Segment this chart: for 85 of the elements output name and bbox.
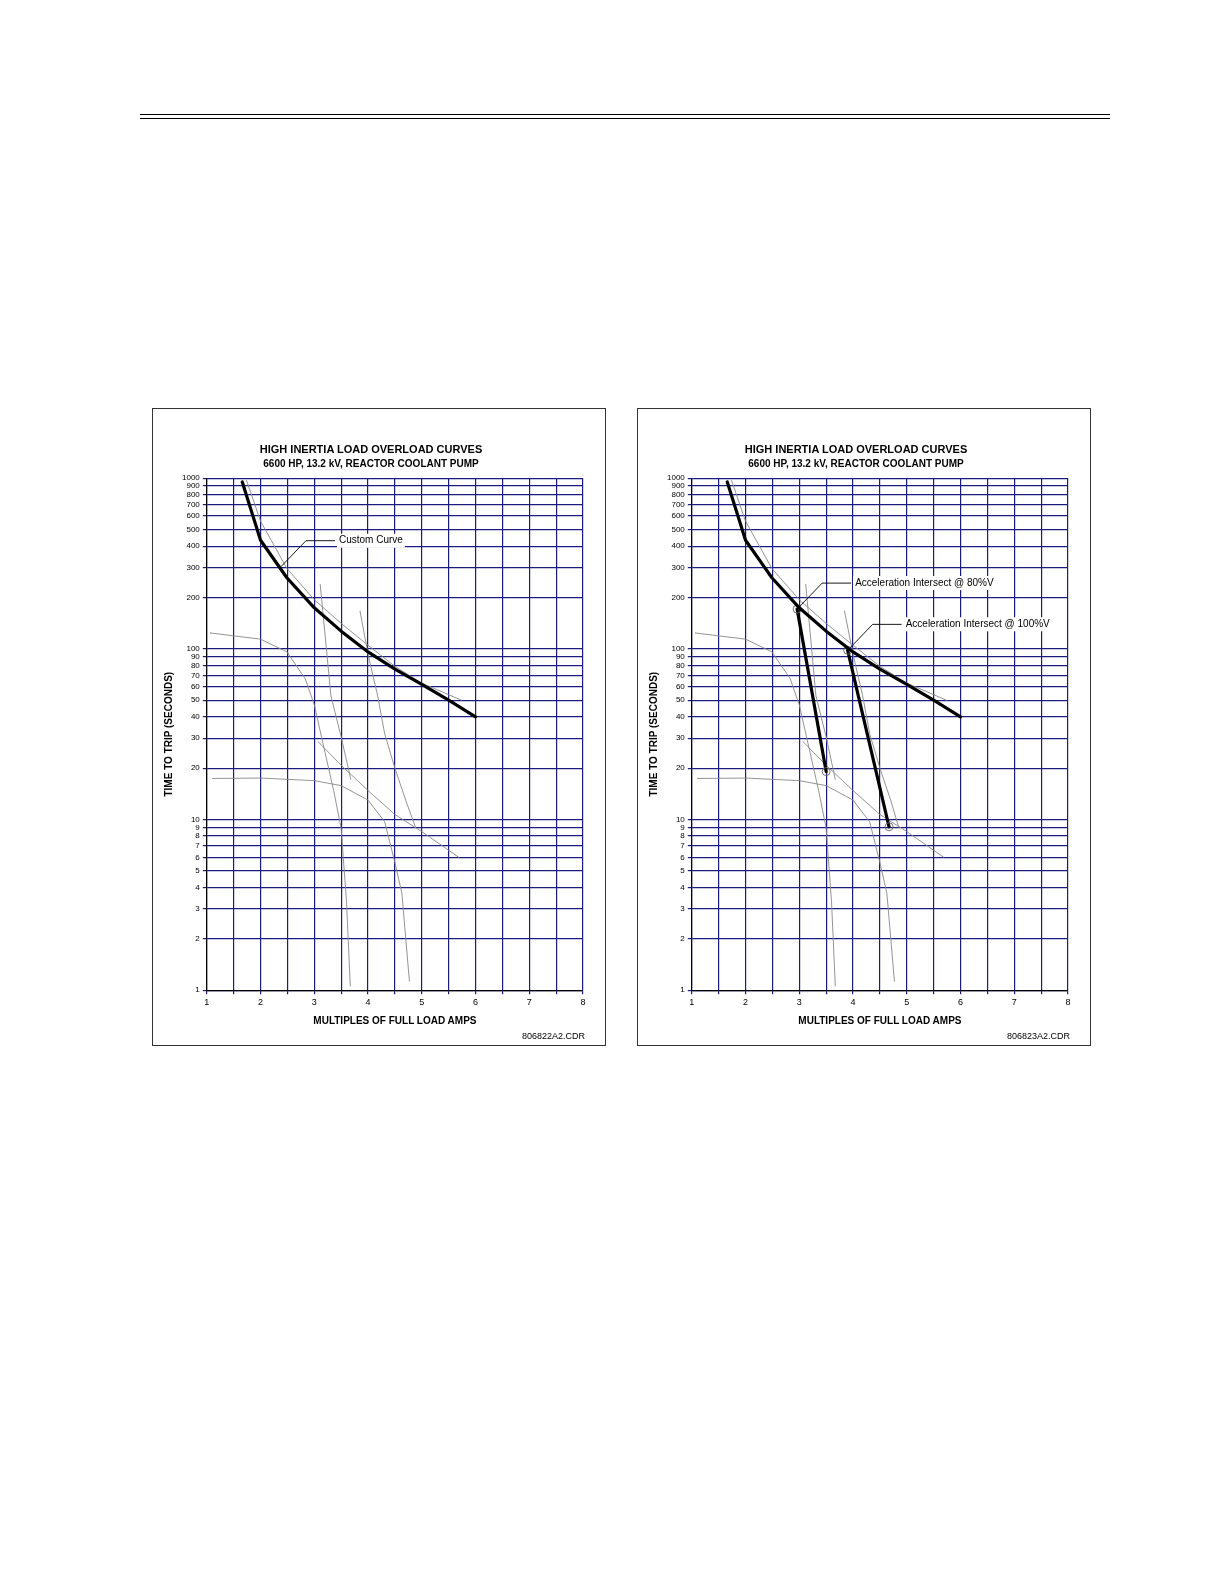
y-tick-label: 900 bbox=[186, 481, 201, 491]
x-tick-label: 3 bbox=[311, 997, 317, 1008]
y-tick-label: 30 bbox=[675, 733, 686, 743]
x-tick-label: 4 bbox=[850, 997, 856, 1008]
annotation: Acceleration Intersect @ 80%V bbox=[855, 576, 995, 588]
y-tick-label: 60 bbox=[190, 681, 201, 691]
y-tick-label: 50 bbox=[675, 695, 686, 705]
y-tick-label: 90 bbox=[675, 651, 686, 661]
y-tick-label: 30 bbox=[190, 733, 201, 743]
y-tick-label: 7 bbox=[680, 841, 686, 851]
x-tick-label: 2 bbox=[258, 997, 264, 1008]
x-tick-label: 6 bbox=[473, 997, 479, 1008]
x-tick-label: 8 bbox=[580, 997, 586, 1008]
y-tick-label: 1000 bbox=[667, 473, 686, 483]
y-tick-label: 400 bbox=[671, 541, 686, 551]
y-tick-label: 5 bbox=[680, 866, 686, 876]
y-tick-label: 20 bbox=[190, 763, 201, 773]
y-tick-label: 70 bbox=[675, 670, 686, 680]
y-tick-label: 40 bbox=[190, 711, 201, 721]
x-axis-title: MULTIPLES OF FULL LOAD AMPS bbox=[313, 1014, 477, 1026]
x-tick-label: 3 bbox=[796, 997, 802, 1008]
chart-title: HIGH INERTIA LOAD OVERLOAD CURVES bbox=[259, 442, 483, 455]
y-tick-label: 100 bbox=[671, 644, 686, 654]
x-tick-label: 5 bbox=[419, 997, 425, 1008]
y-tick-label: 200 bbox=[186, 592, 201, 602]
text: 806822A2.CDR bbox=[521, 1030, 586, 1041]
x-tick-label: 1 bbox=[204, 997, 210, 1008]
annotation: Acceleration Intersect @ 100%V bbox=[905, 618, 1051, 630]
y-tick-label: 1000 bbox=[182, 473, 201, 483]
y-tick-label: 8 bbox=[680, 831, 686, 841]
y-tick-label: 9 bbox=[195, 822, 201, 832]
y-tick-label: 600 bbox=[186, 511, 201, 521]
y-tick-label: 100 bbox=[186, 644, 201, 654]
y-tick-label: 10 bbox=[190, 814, 201, 824]
y-tick-label: 20 bbox=[675, 763, 686, 773]
y-tick-label: 9 bbox=[680, 822, 686, 832]
y-tick-label: 10 bbox=[675, 814, 686, 824]
x-tick-label: 7 bbox=[526, 997, 532, 1008]
y-tick-label: 6 bbox=[195, 852, 201, 862]
y-tick-label: 1 bbox=[680, 985, 686, 995]
y-tick-label: 6 bbox=[680, 852, 686, 862]
y-tick-label: 3 bbox=[680, 903, 686, 913]
y-tick-label: 4 bbox=[195, 882, 201, 892]
text: 806823A2.CDR bbox=[1006, 1030, 1071, 1041]
y-tick-label: 3 bbox=[195, 903, 201, 913]
y-tick-label: 70 bbox=[190, 670, 201, 680]
y-tick-label: 50 bbox=[190, 695, 201, 705]
y-tick-label: 90 bbox=[190, 651, 201, 661]
x-tick-label: 4 bbox=[365, 997, 371, 1008]
y-tick-label: 4 bbox=[680, 882, 686, 892]
y-tick-label: 1 bbox=[195, 985, 201, 995]
y-tick-label: 300 bbox=[186, 562, 201, 572]
y-tick-label: 700 bbox=[186, 499, 201, 509]
x-tick-label: 8 bbox=[1065, 997, 1071, 1008]
y-tick-label: 800 bbox=[671, 489, 686, 499]
chart-subtitle: 6600 HP, 13.2 kV, REACTOR COOLANT PUMP bbox=[263, 457, 480, 469]
y-tick-label: 400 bbox=[186, 541, 201, 551]
y-tick-label: 8 bbox=[195, 831, 201, 841]
x-tick-label: 2 bbox=[743, 997, 749, 1008]
y-axis-title: TIME TO TRIP (SECONDS) bbox=[162, 671, 174, 797]
x-tick-label: 5 bbox=[904, 997, 910, 1008]
annotation: Custom Curve bbox=[338, 534, 404, 546]
y-tick-label: 600 bbox=[671, 511, 686, 521]
y-tick-label: 900 bbox=[671, 481, 686, 491]
y-tick-label: 2 bbox=[195, 934, 201, 944]
y-tick-label: 800 bbox=[186, 489, 201, 499]
y-tick-label: 700 bbox=[671, 499, 686, 509]
y-tick-label: 500 bbox=[186, 524, 201, 534]
y-tick-label: 300 bbox=[671, 562, 686, 572]
x-axis-title: MULTIPLES OF FULL LOAD AMPS bbox=[798, 1014, 962, 1026]
y-tick-label: 40 bbox=[675, 711, 686, 721]
y-tick-label: 2 bbox=[680, 934, 686, 944]
y-tick-label: 60 bbox=[675, 681, 686, 691]
y-tick-label: 500 bbox=[671, 524, 686, 534]
x-tick-label: 1 bbox=[689, 997, 695, 1008]
y-tick-label: 200 bbox=[671, 592, 686, 602]
x-tick-label: 7 bbox=[1011, 997, 1017, 1008]
chart-title: HIGH INERTIA LOAD OVERLOAD CURVES bbox=[744, 442, 968, 455]
y-tick-label: 7 bbox=[195, 841, 201, 851]
y-axis-title: TIME TO TRIP (SECONDS) bbox=[647, 671, 659, 797]
y-tick-label: 80 bbox=[190, 660, 201, 670]
chart-subtitle: 6600 HP, 13.2 kV, REACTOR COOLANT PUMP bbox=[748, 457, 965, 469]
x-tick-label: 6 bbox=[958, 997, 964, 1008]
y-tick-label: 5 bbox=[195, 866, 201, 876]
y-tick-label: 80 bbox=[675, 660, 686, 670]
